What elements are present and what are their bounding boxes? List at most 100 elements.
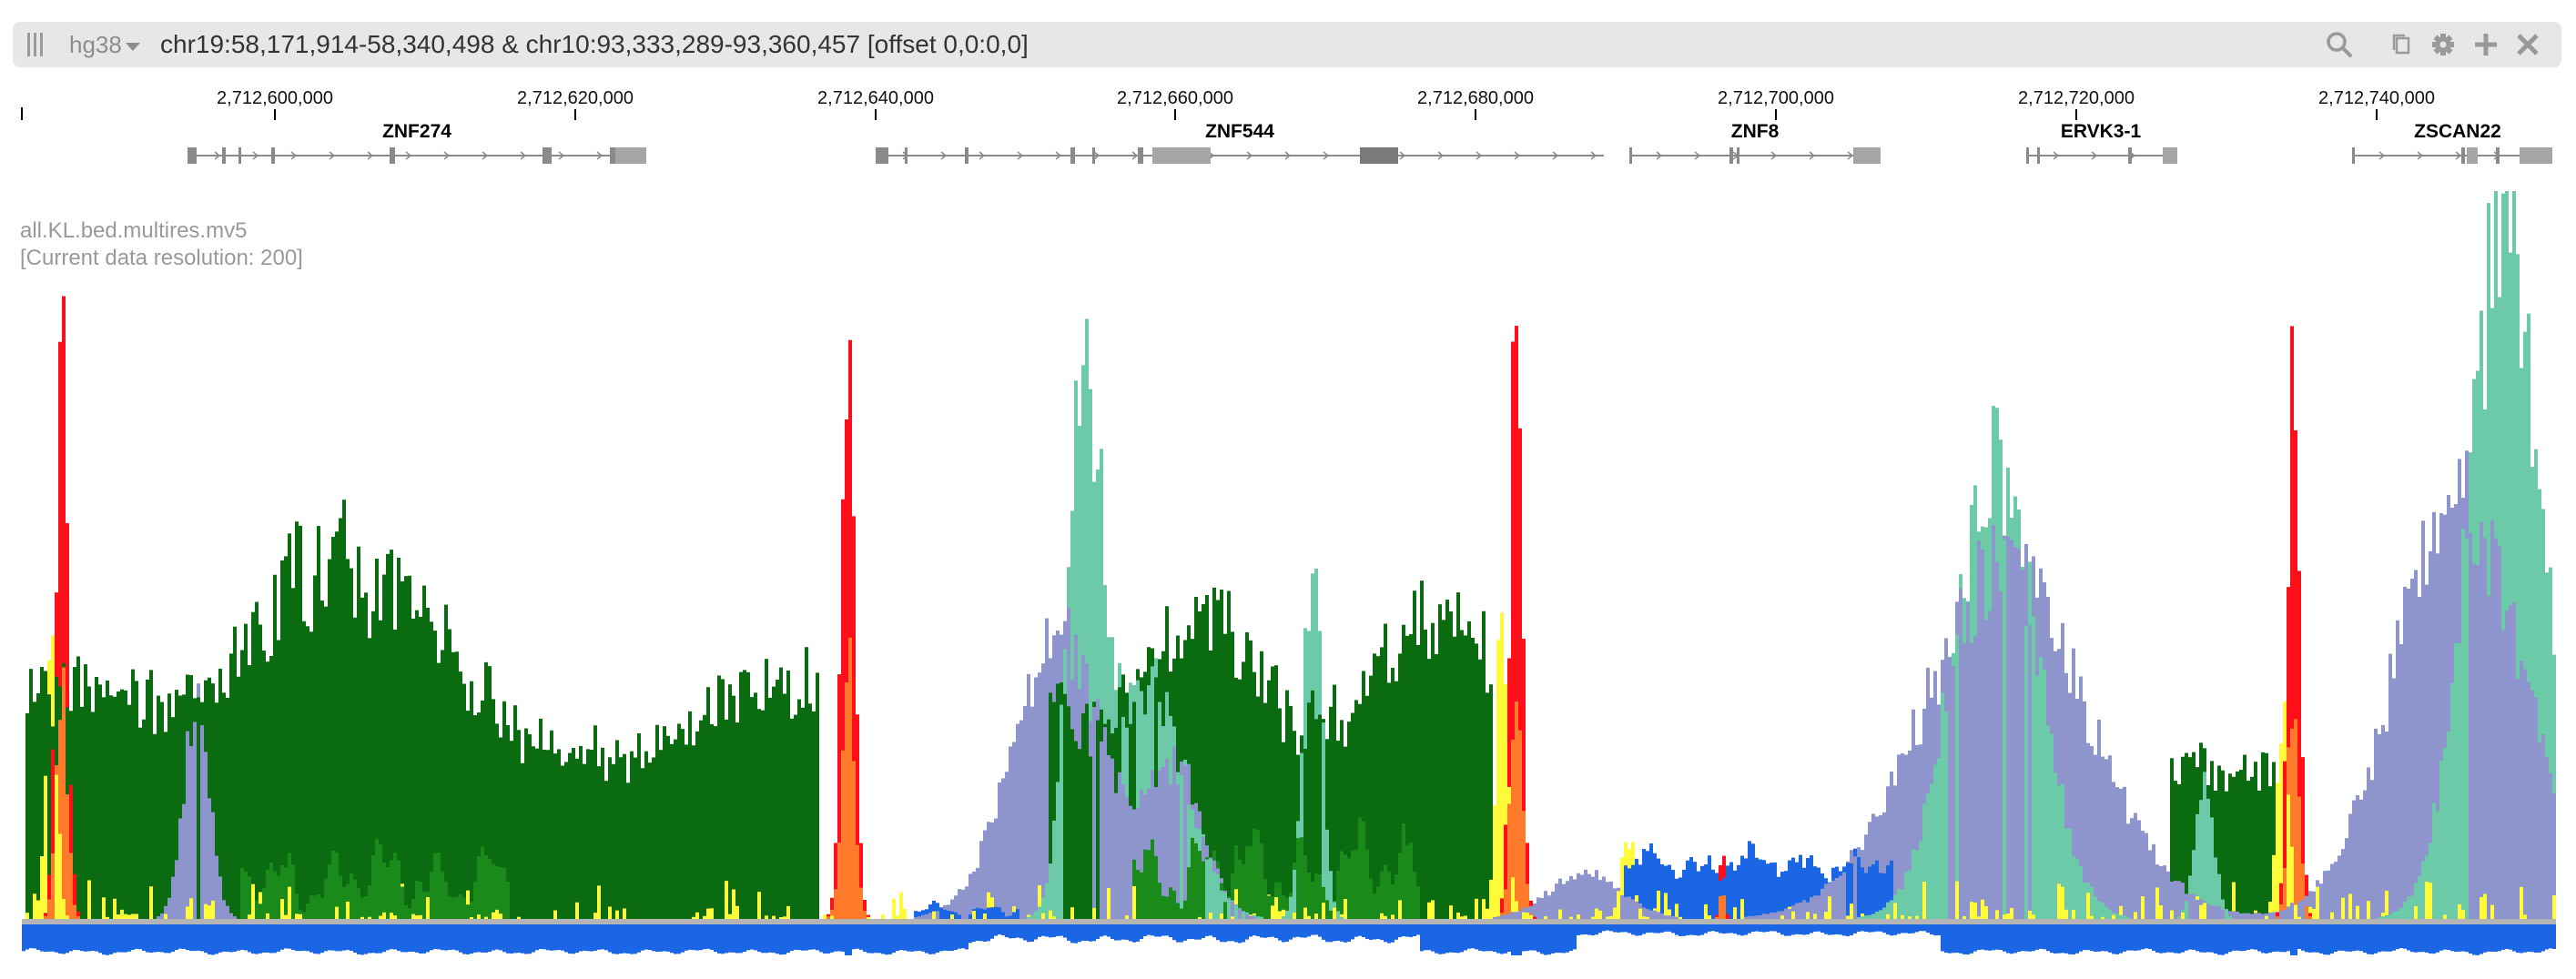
close-icon[interactable] <box>2510 27 2546 62</box>
bar-column <box>1424 630 1427 951</box>
bar-segment-blue-negative <box>1584 924 1587 934</box>
bar-segment-green <box>1351 851 1354 919</box>
bar-segment-gray <box>845 919 848 924</box>
bar-segment-gray <box>2432 919 2436 924</box>
bar-segment-yellow <box>2312 908 2316 919</box>
bar-segment-gray <box>1424 919 1427 924</box>
gene-znf274[interactable]: ZNF274 <box>188 121 646 164</box>
bar-segment-dark-green <box>1398 653 1402 919</box>
bar-segment-gray <box>1591 919 1595 924</box>
bar-segment-blue-negative <box>790 924 794 951</box>
bar-segment-blue <box>947 910 950 919</box>
bar-segment-blue-negative <box>1424 924 1427 951</box>
bar-segment-blue-negative <box>597 924 601 950</box>
bar-segment-blue-negative <box>76 924 80 951</box>
bar-column <box>626 782 630 954</box>
bar-segment-blue-negative <box>2177 924 2181 954</box>
bar-segment-blue-negative <box>2214 924 2217 954</box>
bar-segment-lavender <box>2163 865 2166 919</box>
bar-segment-green <box>382 862 386 919</box>
bar-segment-yellow <box>1486 908 1489 919</box>
bar-column <box>171 717 175 953</box>
bar-segment-blue-negative <box>1318 924 1322 937</box>
bar-segment-gray <box>1824 919 1828 924</box>
gene-znf8[interactable]: ZNF8 <box>1629 121 1881 164</box>
bar-segment-dark-green <box>1405 635 1409 919</box>
bar-column <box>597 766 601 950</box>
gene-annotations-track[interactable]: ZNF274 ZNF544 ZNF8 ERVK3-1 ZSCAN22 <box>188 121 2552 164</box>
bar-segment-lavender <box>2487 596 2490 919</box>
bar-segment-blue-negative <box>2294 924 2297 955</box>
bar-segment-blue-negative <box>186 924 189 951</box>
bar-segment-blue-negative <box>138 924 142 950</box>
bar-segment-gray <box>36 919 40 924</box>
assembly-select[interactable]: hg38 <box>69 31 140 58</box>
bar-segment-blue <box>1737 864 1740 919</box>
bar-segment-gray <box>1598 919 1602 924</box>
bar-segment-yellow <box>25 913 29 919</box>
bar-segment-lavender <box>1624 897 1628 919</box>
gene-ervk3-1[interactable]: ERVK3-1 <box>2026 121 2177 164</box>
bar-segment-gray <box>1376 919 1380 924</box>
copy-icon[interactable] <box>2383 27 2419 62</box>
bar-column <box>1293 731 1296 938</box>
plus-icon[interactable] <box>2468 27 2504 62</box>
bar-column <box>670 743 674 954</box>
bar-segment-blue-negative <box>2163 924 2166 954</box>
bar-segment-blue-negative <box>765 924 768 954</box>
bar-segment-green <box>495 865 499 919</box>
bar-segment-dark-green <box>768 697 772 919</box>
bar-segment-gray <box>918 919 921 924</box>
bar-segment-blue <box>1657 858 1660 919</box>
bar-segment-dark-green <box>1227 590 1231 919</box>
bar-segment-lavender <box>2196 899 2199 919</box>
bar-segment-blue-negative <box>2520 924 2523 954</box>
bar-column <box>1719 864 1722 934</box>
bar-segment-teal <box>2454 642 2458 919</box>
bar-segment-dark-green <box>29 669 33 919</box>
bar-segment-gray <box>2254 919 2257 924</box>
gene-zscan22[interactable]: ZSCAN22 <box>2352 121 2552 164</box>
bar-segment-blue-negative <box>1183 924 1187 941</box>
bar-segment-gray <box>583 919 586 924</box>
bar-segment-lavender <box>2057 649 2061 919</box>
bar-segment-lavender <box>2480 521 2483 919</box>
bar-column <box>1023 706 1027 941</box>
bar-segment-gray <box>2155 919 2159 924</box>
bar-column <box>1384 623 1387 943</box>
bar-segment-green <box>320 897 324 919</box>
bar-segment-dark-green <box>502 701 506 919</box>
bar-segment-gray <box>142 919 146 924</box>
bar-segment-blue <box>1806 858 1810 919</box>
bar-segment-blue-negative <box>1569 924 1573 952</box>
bar-segment-gray <box>1944 919 1948 924</box>
bar-segment-green <box>1300 837 1303 919</box>
bar-segment-yellow <box>1886 913 1890 919</box>
bar-column <box>2403 586 2407 949</box>
genome-position-search[interactable]: chr19:58,171,914-58,340,498 & chr10:93,3… <box>160 30 1029 58</box>
bar-segment-blue <box>1777 876 1780 919</box>
drag-handle-icon[interactable] <box>27 33 47 56</box>
stacked-bar-track[interactable] <box>22 191 2556 955</box>
bar-column <box>852 516 856 950</box>
bar-column <box>98 684 102 954</box>
bar-segment-gray <box>273 919 277 924</box>
search-icon[interactable] <box>2321 27 2358 62</box>
bar-segment-green <box>346 883 350 919</box>
strand-arrow <box>443 151 451 160</box>
bar-segment-lavender <box>1158 770 1161 919</box>
bar-segment-yellow <box>2010 907 2013 919</box>
bar-segment-orange <box>837 843 841 919</box>
bar-segment-teal <box>2399 907 2403 919</box>
bar-segment-gray <box>706 919 710 924</box>
bar-column <box>1511 341 1515 955</box>
bar-segment-blue-negative <box>218 924 222 953</box>
bar-segment-teal <box>1078 426 1081 919</box>
gene-znf544[interactable]: ZNF544 <box>876 121 1604 164</box>
bar-segment-gray <box>462 919 466 924</box>
gear-icon[interactable] <box>2425 27 2461 62</box>
bar-column <box>22 919 25 952</box>
bar-segment-blue-negative <box>295 924 299 952</box>
bar-segment-gray <box>1012 919 1016 924</box>
